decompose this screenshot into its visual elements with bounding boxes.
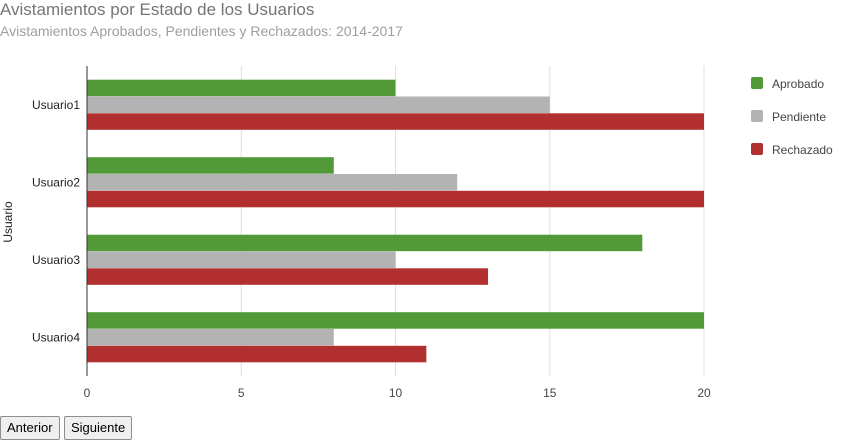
- legend-label-pendiente: Pendiente: [772, 110, 826, 124]
- x-tick-label: 10: [389, 386, 403, 400]
- x-tick-label: 5: [238, 386, 245, 400]
- y-tick-label: Usuario3: [32, 253, 80, 267]
- chart-title: Avistamientos por Estado de los Usuarios: [0, 0, 315, 19]
- x-tick-label: 20: [697, 386, 711, 400]
- bar-chart: Usuario1 Usuario2 Usuario3 Usuario4 0 5 10 15 20…: [1, 66, 833, 400]
- next-button[interactable]: Siguiente: [64, 416, 133, 440]
- bar-aprobado-usuario4: [87, 312, 704, 329]
- chart-subtitle: Avistamientos Aprobados, Pendientes y Re…: [0, 23, 403, 39]
- legend-label-rechazado: Rechazado: [772, 143, 833, 157]
- previous-button[interactable]: Anterior: [0, 416, 60, 440]
- legend-swatch-pendiente: [751, 110, 763, 122]
- y-tick-label: Usuario1: [32, 98, 80, 112]
- legend-swatch-aprobado: [751, 77, 763, 89]
- bar-aprobado-usuario1: [87, 79, 396, 97]
- y-tick-label: Usuario4: [32, 330, 80, 344]
- y-axis-title: Usuario: [1, 201, 15, 243]
- bar-rechazado-usuario1: [87, 113, 704, 130]
- bar-rechazado-usuario2: [87, 190, 704, 208]
- x-tick-label: 15: [543, 386, 557, 400]
- legend-swatch-rechazado: [751, 143, 763, 155]
- bar-pendiente-usuario3: [87, 251, 396, 268]
- bar-pendiente-usuario1: [87, 96, 550, 113]
- x-tick-label: 0: [84, 386, 91, 400]
- bar-rechazado-usuario3: [87, 268, 489, 285]
- bar-pendiente-usuario2: [87, 174, 458, 191]
- legend-label-aprobado: Aprobado: [772, 77, 824, 91]
- y-tick-label: Usuario2: [32, 175, 80, 189]
- bar-aprobado-usuario3: [87, 234, 643, 252]
- bar-rechazado-usuario4: [87, 345, 427, 363]
- bar-pendiente-usuario4: [87, 329, 334, 346]
- bar-aprobado-usuario2: [87, 157, 334, 174]
